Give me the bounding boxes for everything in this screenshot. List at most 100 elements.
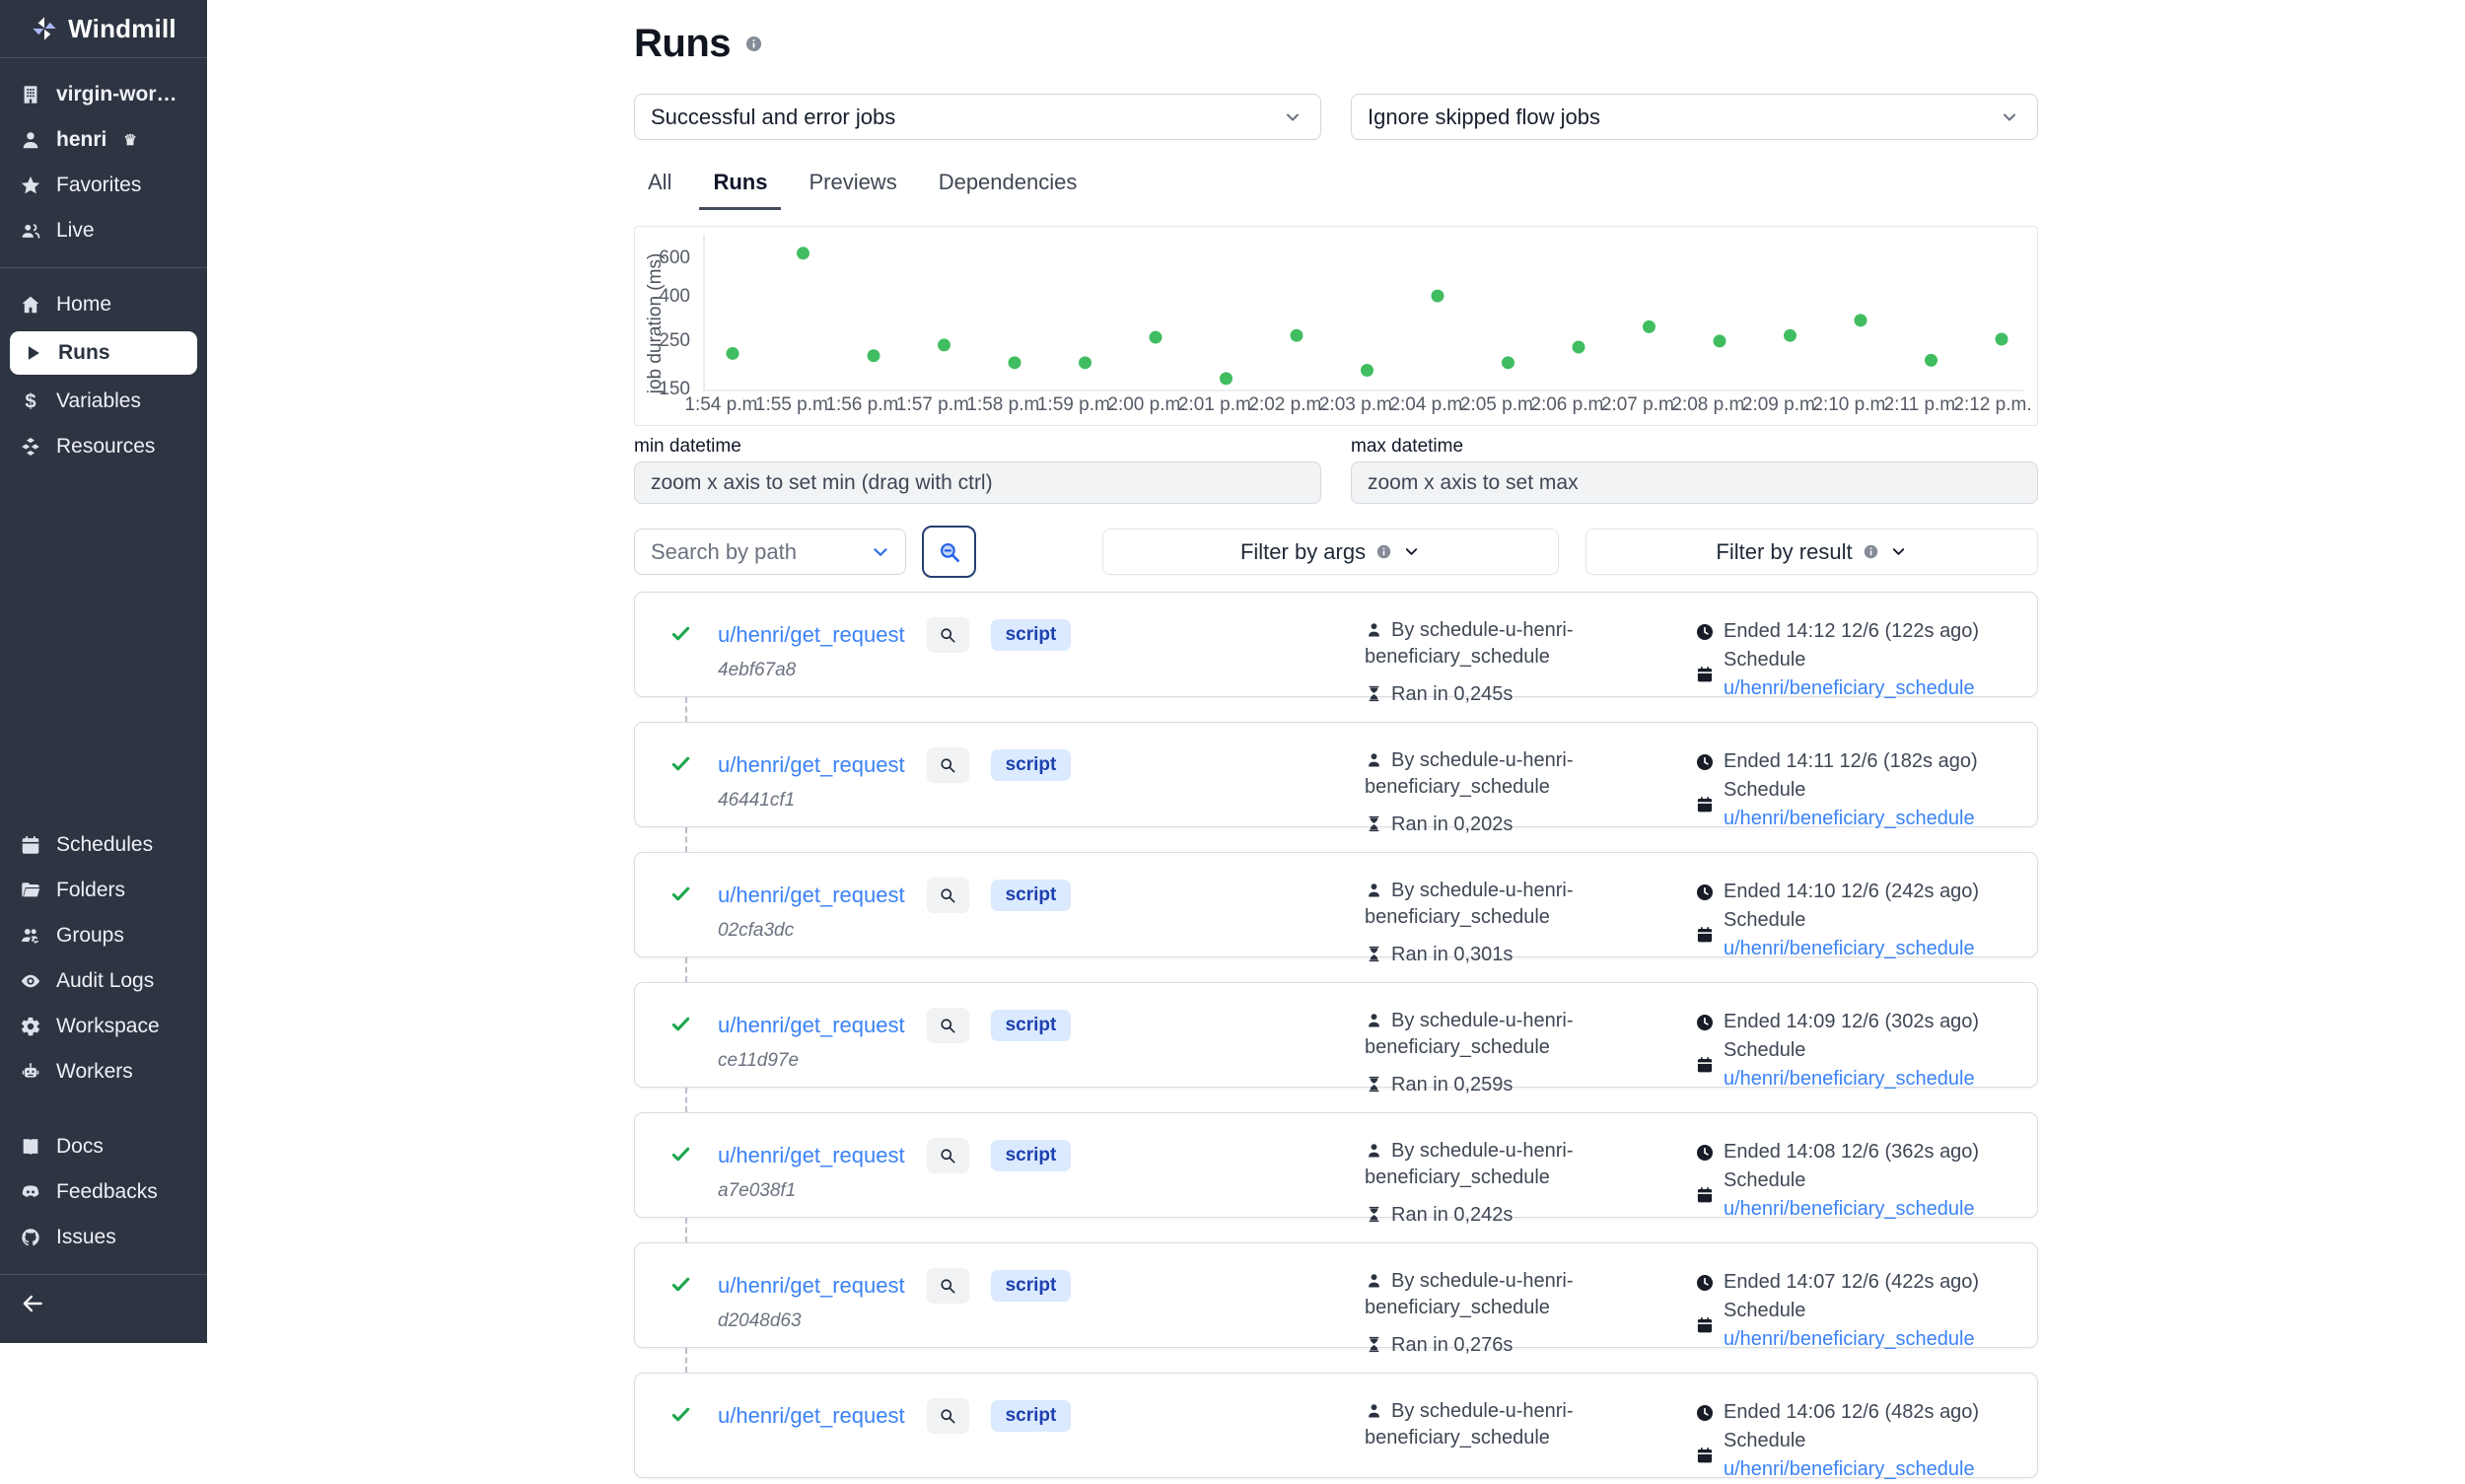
svg-text:1:58 p.m.: 1:58 p.m. bbox=[966, 394, 1044, 415]
user-name: henri bbox=[56, 128, 106, 152]
sidebar-item-label: Feedbacks bbox=[56, 1180, 158, 1204]
run-card[interactable]: u/henri/get_request script By schedule-u… bbox=[634, 1373, 2038, 1478]
run-connector-line bbox=[685, 697, 687, 722]
max-datetime-input[interactable] bbox=[1351, 461, 2038, 504]
success-check-icon bbox=[669, 883, 692, 905]
sidebar-item-groups[interactable]: Groups bbox=[0, 913, 207, 958]
svg-text:2:03 p.m.: 2:03 p.m. bbox=[1319, 394, 1397, 415]
magnifier-icon bbox=[938, 1146, 957, 1166]
skipped-flow-filter-select[interactable]: Ignore skipped flow jobs bbox=[1351, 94, 2038, 140]
sidebar-item-label: Workspace bbox=[56, 1015, 160, 1038]
reset-zoom-button[interactable] bbox=[922, 526, 976, 578]
svg-text:1:55 p.m.: 1:55 p.m. bbox=[755, 394, 833, 415]
run-path-link[interactable]: u/henri/get_request bbox=[718, 1143, 905, 1168]
job-duration-chart[interactable]: job duration (ms)6004002501501:54 p.m.1:… bbox=[634, 226, 2038, 426]
gear-icon bbox=[20, 1016, 41, 1037]
clock-icon bbox=[1695, 1403, 1715, 1423]
sidebar-item-resources[interactable]: Resources bbox=[0, 424, 207, 469]
robot-icon bbox=[20, 1061, 41, 1083]
svg-text:1:57 p.m.: 1:57 p.m. bbox=[896, 394, 974, 415]
eye-icon bbox=[20, 970, 41, 992]
run-path-link[interactable]: u/henri/get_request bbox=[718, 752, 905, 778]
run-path-link[interactable]: u/henri/get_request bbox=[718, 622, 905, 648]
svg-text:2:12 p.m.: 2:12 p.m. bbox=[1953, 394, 2031, 415]
sidebar-item-issues[interactable]: Issues bbox=[0, 1215, 207, 1260]
run-path-link[interactable]: u/henri/get_request bbox=[718, 1273, 905, 1299]
sidebar-item-folders[interactable]: Folders bbox=[0, 868, 207, 913]
run-card[interactable]: u/henri/get_request script 46441cf1 By s… bbox=[634, 722, 2038, 827]
person-icon bbox=[1365, 1271, 1383, 1290]
sidebar-item-audit-logs[interactable]: Audit Logs bbox=[0, 958, 207, 1004]
run-path-link[interactable]: u/henri/get_request bbox=[718, 1013, 905, 1038]
filter-by-result-button[interactable]: Filter by result bbox=[1585, 529, 2038, 575]
run-card[interactable]: u/henri/get_request script ce11d97e By s… bbox=[634, 982, 2038, 1088]
sidebar-item-user-menu[interactable]: henri ♛ bbox=[0, 117, 207, 163]
magnifier-icon bbox=[938, 1406, 957, 1426]
schedule-link[interactable]: u/henri/beneficiary_schedule bbox=[1724, 677, 1975, 699]
sidebar-item-docs[interactable]: Docs bbox=[0, 1124, 207, 1169]
run-path-link[interactable]: u/henri/get_request bbox=[718, 883, 905, 908]
run-card[interactable]: u/henri/get_request script 4ebf67a8 By s… bbox=[634, 592, 2038, 697]
run-inspect-button[interactable] bbox=[927, 1008, 969, 1043]
person-icon bbox=[1365, 620, 1383, 639]
schedule-link[interactable]: u/henri/beneficiary_schedule bbox=[1724, 808, 1975, 829]
tab-dependencies[interactable]: Dependencies bbox=[925, 170, 1092, 210]
scatter-plot[interactable]: job duration (ms)6004002501501:54 p.m.1:… bbox=[635, 227, 2037, 420]
run-schedule: Schedule u/henri/beneficiary_schedule bbox=[1695, 906, 2037, 963]
run-path-link[interactable]: u/henri/get_request bbox=[718, 1403, 905, 1429]
filter-by-args-button[interactable]: Filter by args bbox=[1102, 529, 1559, 575]
run-schedule: Schedule u/henri/beneficiary_schedule bbox=[1695, 1427, 2037, 1484]
run-duration: Ran in 0,301s bbox=[1365, 944, 1695, 966]
run-card[interactable]: u/henri/get_request script d2048d63 By s… bbox=[634, 1242, 2038, 1348]
app-logo-label: Windmill bbox=[68, 14, 176, 44]
run-inspect-button[interactable] bbox=[927, 878, 969, 913]
schedule-link[interactable]: u/henri/beneficiary_schedule bbox=[1724, 1328, 1975, 1350]
run-schedule: Schedule u/henri/beneficiary_schedule bbox=[1695, 646, 2037, 703]
schedule-link[interactable]: u/henri/beneficiary_schedule bbox=[1724, 1198, 1975, 1220]
min-datetime-input[interactable] bbox=[634, 461, 1321, 504]
sidebar-item-workspace-settings[interactable]: Workspace bbox=[0, 1004, 207, 1049]
schedule-link[interactable]: u/henri/beneficiary_schedule bbox=[1724, 1068, 1975, 1090]
run-ended-at: Ended 14:09 12/6 (302s ago) bbox=[1695, 1008, 2037, 1036]
sidebar-item-home[interactable]: Home bbox=[0, 282, 207, 327]
job-status-filter-select[interactable]: Successful and error jobs bbox=[634, 94, 1321, 140]
run-inspect-button[interactable] bbox=[927, 617, 969, 653]
hourglass-icon bbox=[1365, 1205, 1383, 1224]
sidebar-item-workers[interactable]: Workers bbox=[0, 1049, 207, 1095]
run-card[interactable]: u/henri/get_request script 02cfa3dc By s… bbox=[634, 852, 2038, 957]
run-inspect-button[interactable] bbox=[927, 747, 969, 783]
sidebar-item-label: Runs bbox=[58, 341, 110, 365]
run-triggered-by: By schedule-u-henri-beneficiary_schedule bbox=[1365, 878, 1670, 931]
tab-previews[interactable]: Previews bbox=[795, 170, 910, 210]
tab-runs[interactable]: Runs bbox=[699, 170, 781, 210]
run-card[interactable]: u/henri/get_request script a7e038f1 By s… bbox=[634, 1112, 2038, 1218]
run-triggered-by: By schedule-u-henri-beneficiary_schedule bbox=[1365, 1398, 1670, 1451]
sidebar-item-schedules[interactable]: Schedules bbox=[0, 822, 207, 868]
collapse-sidebar-button[interactable] bbox=[20, 1291, 45, 1316]
success-check-icon bbox=[669, 1013, 692, 1035]
person-icon bbox=[1365, 881, 1383, 899]
search-by-path-select[interactable]: Search by path bbox=[634, 529, 906, 575]
sidebar-item-variables[interactable]: Variables bbox=[0, 379, 207, 424]
sidebar-item-label: Docs bbox=[56, 1135, 104, 1159]
run-id: 02cfa3dc bbox=[718, 920, 1071, 942]
schedule-link[interactable]: u/henri/beneficiary_schedule bbox=[1724, 938, 1975, 959]
tab-all[interactable]: All bbox=[634, 170, 685, 210]
play-icon bbox=[22, 342, 43, 364]
run-ended-at: Ended 14:08 12/6 (362s ago) bbox=[1695, 1138, 2037, 1166]
sidebar-item-feedbacks[interactable]: Feedbacks bbox=[0, 1169, 207, 1215]
clock-icon bbox=[1695, 1273, 1715, 1293]
sidebar-item-runs[interactable]: Runs bbox=[10, 331, 197, 375]
info-icon[interactable] bbox=[744, 35, 763, 53]
sidebar-item-live[interactable]: Live bbox=[0, 208, 207, 253]
sidebar-item-workspace-switcher[interactable]: virgin-worksp… bbox=[0, 72, 207, 117]
run-inspect-button[interactable] bbox=[927, 1398, 969, 1434]
sidebar-item-favorites[interactable]: Favorites bbox=[0, 163, 207, 208]
run-inspect-button[interactable] bbox=[927, 1268, 969, 1304]
schedule-link[interactable]: u/henri/beneficiary_schedule bbox=[1724, 1458, 1975, 1480]
run-triggered-by: By schedule-u-henri-beneficiary_schedule bbox=[1365, 1138, 1670, 1191]
svg-text:400: 400 bbox=[659, 286, 690, 307]
app-logo[interactable]: Windmill bbox=[0, 0, 207, 57]
run-inspect-button[interactable] bbox=[927, 1138, 969, 1173]
min-datetime-label: min datetime bbox=[634, 436, 1321, 458]
